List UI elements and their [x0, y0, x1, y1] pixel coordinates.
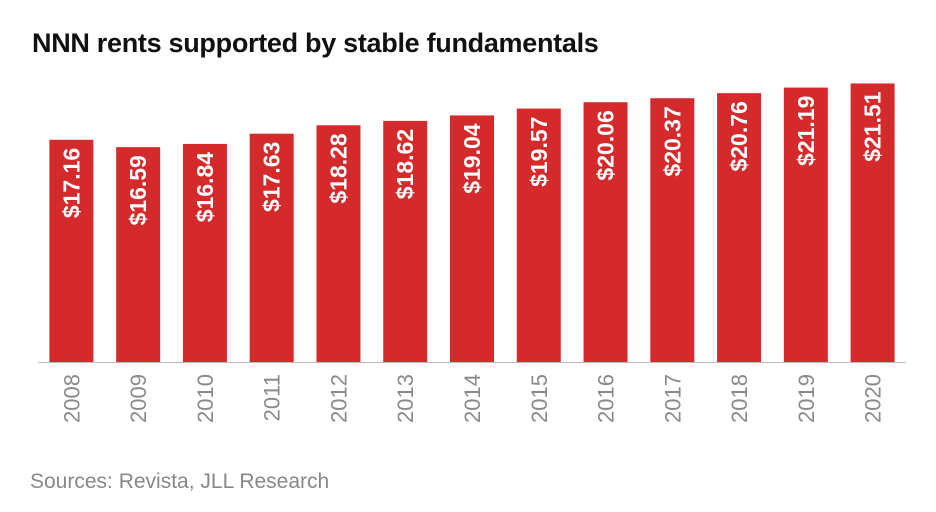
x-tick-label: 2018	[727, 374, 752, 423]
bar-2018	[717, 93, 762, 363]
bars-group: $17.16 $16.59 $16.84 $17.63 $18.28 $18.62 $19.…	[49, 83, 895, 363]
x-tick-label: 2014	[460, 374, 485, 423]
bar-value-label: $21.51	[860, 91, 886, 162]
bar-value-label: $18.28	[325, 133, 351, 204]
bar-2009	[116, 147, 161, 362]
chart-title: NNN rents supported by stable fundamenta…	[32, 28, 599, 58]
bar-value-label: $16.59	[125, 155, 151, 225]
x-tick-label: 2012	[326, 374, 351, 423]
x-tick-label: 2013	[393, 374, 418, 423]
bar-value-label: $17.63	[259, 142, 285, 212]
bar-2012	[316, 125, 361, 362]
bar-2013	[383, 120, 428, 362]
x-tick-label: 2008	[59, 374, 84, 423]
bar-value-label: $20.76	[726, 101, 752, 171]
x-tick-label: 2016	[594, 374, 619, 423]
bar-2014	[450, 115, 494, 362]
bar-value-label: $19.04	[459, 123, 485, 194]
bar-2016	[583, 102, 628, 363]
bar-value-label: $17.16	[58, 148, 84, 218]
source-note: Sources: Revista, JLL Research	[30, 470, 330, 493]
x-tick-label: 2010	[193, 374, 218, 423]
bar-2015	[516, 108, 561, 362]
bar-value-label: $20.37	[659, 106, 685, 176]
x-tick-label: 2009	[126, 374, 151, 423]
x-tick-label: 2017	[660, 374, 685, 423]
bar-value-label: $16.84	[192, 152, 218, 223]
bar-2010	[182, 143, 227, 362]
x-axis-ticks: 2008 2009 2010 2011 2012 2013 2014 2015 2016 2017…	[59, 374, 885, 423]
bar-2017	[650, 98, 695, 363]
bar-value-label: $20.06	[593, 110, 619, 180]
bar-value-label: $21.19	[793, 96, 819, 166]
bar-2011	[249, 133, 294, 362]
x-tick-label: 2019	[794, 374, 819, 423]
x-tick-label: 2011	[260, 374, 285, 421]
bar-2019	[783, 87, 828, 362]
x-tick-label: 2015	[527, 374, 552, 423]
bar-chart: $17.16 $16.59 $16.84 $17.63 $18.28 $18.62 $19.…	[38, 83, 906, 423]
bar-2020	[850, 83, 895, 363]
x-tick-label: 2020	[861, 374, 886, 423]
bar-value-label: $18.62	[392, 129, 418, 199]
bar-2008	[49, 139, 94, 362]
bar-value-label: $19.57	[526, 117, 552, 187]
